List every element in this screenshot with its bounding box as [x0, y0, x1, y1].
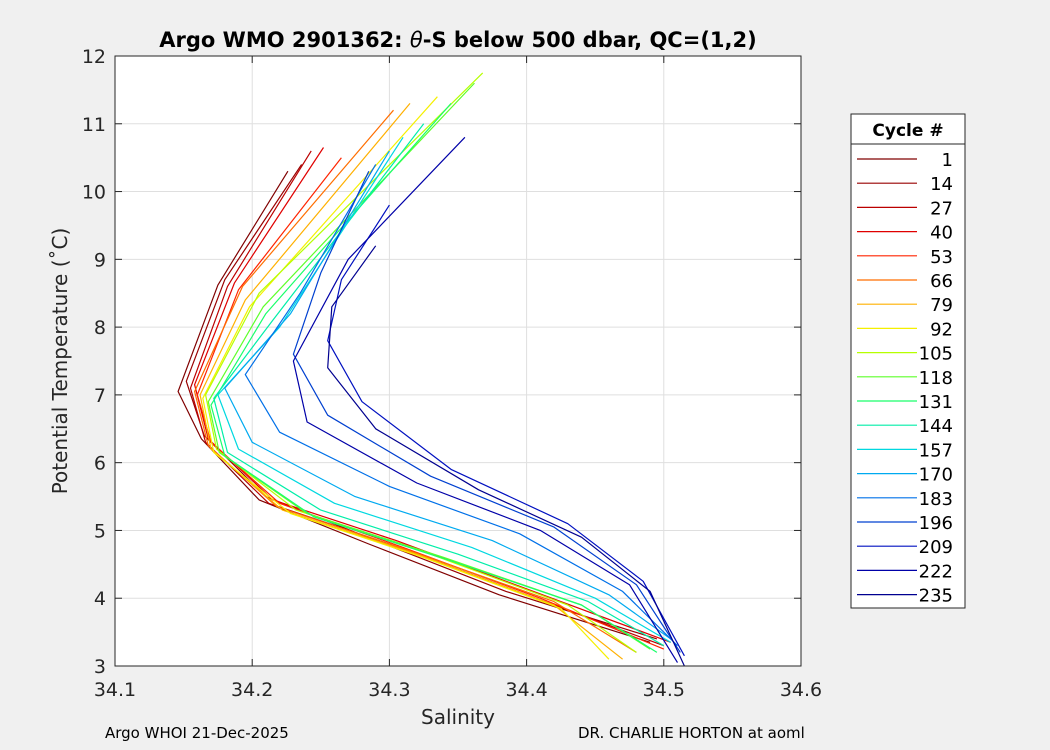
legend-label: 183 — [919, 489, 953, 510]
legend-label: 66 — [930, 271, 953, 292]
x-tick-label: 34.3 — [368, 679, 410, 701]
series-line-cycle-235 — [327, 245, 685, 667]
x-tick-label: 34.6 — [780, 679, 822, 701]
chart-title: Argo WMO 2901362: θ-S below 500 dbar, QC… — [159, 28, 756, 52]
legend-label: 105 — [919, 344, 953, 365]
legend-label: 196 — [919, 513, 953, 534]
legend-label: 118 — [919, 368, 953, 389]
series-line-cycle-92 — [202, 96, 610, 660]
legend: Cycle # 1 14 27 40 53 66 79 92 105 118 131 144 157 17… — [850, 113, 966, 609]
x-tick-label: 34.4 — [505, 679, 547, 701]
series-line-cycle-196 — [292, 170, 681, 653]
plot-frame — [114, 55, 802, 667]
legend-label: 209 — [919, 537, 953, 558]
y-tick-label: 11 — [82, 114, 106, 136]
legend-label: 92 — [930, 319, 953, 340]
x-axis-label: Salinity — [421, 705, 495, 729]
y-tick-label: 10 — [82, 182, 106, 204]
series-line-cycle-209 — [327, 204, 685, 657]
footer-left-credit: Argo WHOI 21-Dec-2025 — [105, 724, 289, 742]
x-tick-label: 34.2 — [231, 679, 273, 701]
series-line-cycle-131 — [210, 103, 658, 653]
series-line-cycle-14 — [185, 164, 658, 640]
title-prefix: Argo WMO 2901362: — [159, 28, 410, 52]
legend-label: 1 — [942, 150, 953, 171]
y-tick-label: 6 — [94, 453, 106, 475]
legend-label: 131 — [919, 392, 953, 413]
y-tick-label: 9 — [94, 249, 106, 271]
series-line-cycle-79 — [199, 103, 623, 660]
series-line-cycle-1 — [177, 170, 651, 643]
legend-label: 170 — [919, 465, 953, 486]
y-tick-label: 5 — [94, 520, 106, 542]
series-line-cycle-170 — [224, 150, 672, 640]
y-axis-label: Potential Temperature (˚C) — [48, 228, 72, 495]
series-line-cycle-222 — [292, 136, 679, 663]
title-suffix: -S below 500 dbar, QC=(1,2) — [423, 28, 757, 52]
series-line-cycle-53 — [196, 157, 665, 650]
y-tick-label: 4 — [94, 588, 106, 610]
plot-area — [115, 56, 801, 666]
legend-label: 40 — [930, 223, 953, 244]
ticks: 34.1 34.2 34.3 34.4 34.5 34.6 3 4 5 6 7 8 9 10 11 12 — [82, 46, 822, 701]
legend-label: 14 — [930, 174, 953, 195]
legend-label: 79 — [930, 295, 953, 316]
legend-label: 27 — [930, 198, 953, 219]
series-line-cycle-183 — [244, 164, 678, 647]
legend-label: 157 — [919, 440, 953, 461]
y-tick-label: 7 — [94, 385, 106, 407]
legend-label: 144 — [919, 416, 953, 437]
legend-entries: 1 14 27 40 53 66 79 92 105 118 131 144 157 170 183 196 2… — [857, 150, 953, 607]
series-line-cycle-105 — [205, 72, 637, 653]
series-lines — [177, 72, 685, 667]
y-tick-label: 12 — [82, 46, 106, 68]
title-theta: θ — [410, 28, 423, 52]
x-tick-label: 34.5 — [643, 679, 685, 701]
series-line-cycle-144 — [213, 123, 665, 647]
legend-label: 235 — [919, 586, 953, 607]
legend-title: Cycle # — [872, 121, 943, 141]
series-line-cycle-40 — [194, 147, 671, 643]
legend-label: 53 — [930, 247, 953, 268]
y-tick-label: 3 — [94, 656, 106, 678]
footer-right-credit: DR. CHARLIE HORTON at aoml — [578, 724, 805, 742]
y-tick-label: 8 — [94, 317, 106, 339]
legend-label: 222 — [919, 561, 953, 582]
x-tick-label: 34.1 — [94, 679, 136, 701]
legend-box — [850, 113, 966, 609]
